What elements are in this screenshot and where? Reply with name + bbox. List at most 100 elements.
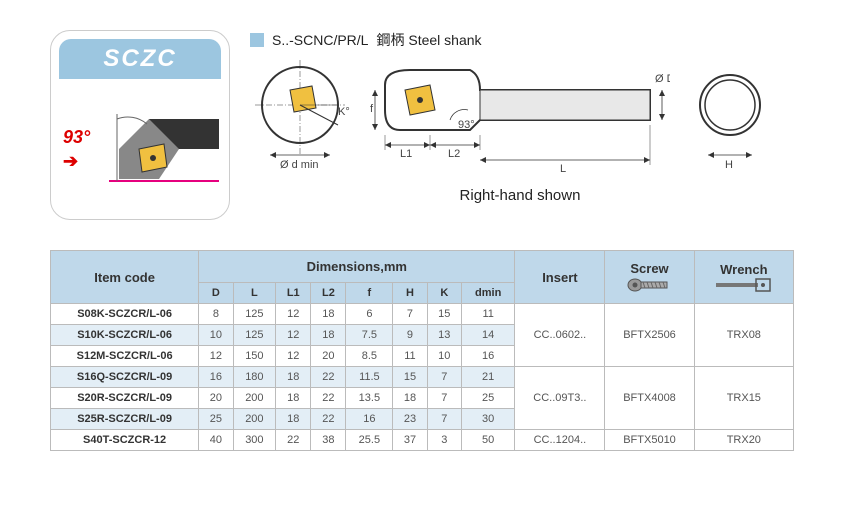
- screw-label: Screw: [611, 261, 687, 276]
- item-code-cell: S08K-SCZCR/L-06: [51, 304, 199, 325]
- dim-cell: 150: [233, 346, 276, 367]
- dim-cell: 50: [461, 430, 514, 451]
- dim-cell: 22: [311, 388, 346, 409]
- dim-cell: 18: [276, 367, 311, 388]
- item-code-cell: S40T-SCZCR-12: [51, 430, 199, 451]
- dim-cell: 125: [233, 304, 276, 325]
- item-code-cell: S16Q-SCZCR/L-09: [51, 367, 199, 388]
- th-f: f: [346, 283, 393, 304]
- insert-cell: CC..1204..: [515, 430, 605, 451]
- insert-cell: CC..0602..: [515, 304, 605, 367]
- dim-cell: 22: [311, 409, 346, 430]
- dim-cell: 13.5: [346, 388, 393, 409]
- spec-table: Item code Dimensions,mm Insert Screw Wre…: [50, 250, 794, 451]
- dim-cell: 8: [199, 304, 233, 325]
- f-label: f: [370, 103, 374, 115]
- dim-cell: 7: [393, 304, 427, 325]
- dim-cell: 22: [276, 430, 311, 451]
- th-item-code: Item code: [51, 251, 199, 304]
- th-L: L: [233, 283, 276, 304]
- th-dmin: dmin: [461, 283, 514, 304]
- th-K: K: [427, 283, 461, 304]
- item-code-cell: S20R-SCZCR/L-09: [51, 388, 199, 409]
- side-view-container: 93° f L1 L2: [370, 60, 670, 204]
- wrenche-cell: TRX20: [694, 430, 793, 451]
- dim-cell: 16: [346, 409, 393, 430]
- dim-cell: 200: [233, 409, 276, 430]
- tool-sketch-icon: [109, 109, 219, 199]
- dim-cell: 30: [461, 409, 514, 430]
- dim-cell: 15: [427, 304, 461, 325]
- dim-cell: 10: [427, 346, 461, 367]
- side-view-icon: 93° f L1 L2: [370, 60, 670, 180]
- screw-cell: BFTX2506: [605, 304, 694, 367]
- diagrams-area: S..-SCNC/PR/L 鋼柄 Steel shank K° Ø d min: [250, 30, 794, 220]
- diagram-header: S..-SCNC/PR/L 鋼柄 Steel shank: [250, 30, 794, 50]
- l-label: L: [560, 163, 566, 175]
- sczc-badge: SCZC: [59, 39, 221, 79]
- dim-cell: 12: [276, 304, 311, 325]
- item-code-cell: S25R-SCZCR/L-09: [51, 409, 199, 430]
- dim-cell: 7: [427, 388, 461, 409]
- dim-cell: 3: [427, 430, 461, 451]
- angle-label: 93°: [63, 127, 90, 148]
- dim-cell: 7: [427, 409, 461, 430]
- insert-cell: CC..09T3..: [515, 367, 605, 430]
- dim-cell: 37: [393, 430, 427, 451]
- th-dimensions: Dimensions,mm: [199, 251, 515, 283]
- front-view-icon: K° Ø d min: [250, 60, 350, 180]
- dim-cell: 300: [233, 430, 276, 451]
- dim-cell: 200: [233, 388, 276, 409]
- dim-cell: 25.5: [346, 430, 393, 451]
- item-code-cell: S10K-SCZCR/L-06: [51, 325, 199, 346]
- th-H: H: [393, 283, 427, 304]
- table-row: S08K-SCZCR/L-0681251218671511CC..0602..B…: [51, 304, 794, 325]
- wrench-label: Wrench: [701, 262, 787, 277]
- dim-cell: 13: [427, 325, 461, 346]
- dim-cell: 20: [311, 346, 346, 367]
- dmin-label: Ø d min: [280, 159, 319, 171]
- dim-cell: 38: [311, 430, 346, 451]
- table-row: S16Q-SCZCR/L-0916180182211.515721CC..09T…: [51, 367, 794, 388]
- wrenche-cell: TRX08: [694, 304, 793, 367]
- dim-cell: 180: [233, 367, 276, 388]
- d-label: Ø D: [655, 73, 670, 85]
- blue-square-icon: [250, 33, 264, 47]
- dim-cell: 7.5: [346, 325, 393, 346]
- dim-cell: 21: [461, 367, 514, 388]
- sczc-diagram: 93° ➔: [59, 79, 221, 209]
- screw-cell: BFTX4008: [605, 367, 694, 430]
- th-insert: Insert: [515, 251, 605, 304]
- dim-cell: 22: [311, 367, 346, 388]
- dim-cell: 9: [393, 325, 427, 346]
- dim-cell: 18: [276, 388, 311, 409]
- th-D: D: [199, 283, 233, 304]
- sczc-box: SCZC 93° ➔: [50, 30, 230, 220]
- dim-cell: 20: [199, 388, 233, 409]
- dim-cell: 11.5: [346, 367, 393, 388]
- dim-cell: 40: [199, 430, 233, 451]
- header-code: S..-SCNC/PR/L: [272, 32, 368, 48]
- dim-cell: 18: [311, 325, 346, 346]
- dim-cell: 12: [276, 325, 311, 346]
- wrench-icon: [714, 277, 774, 293]
- rh-label: Right-hand shown: [370, 187, 670, 204]
- arrow-icon: ➔: [63, 151, 78, 172]
- tech-drawings: K° Ø d min 93°: [250, 60, 794, 204]
- table-row: S40T-SCZCR-1240300223825.537350CC..1204.…: [51, 430, 794, 451]
- dim-cell: 18: [276, 409, 311, 430]
- dim-cell: 12: [276, 346, 311, 367]
- dim-cell: 25: [199, 409, 233, 430]
- dim-cell: 23: [393, 409, 427, 430]
- th-wrench: Wrench: [694, 251, 793, 304]
- screw-cell: BFTX5010: [605, 430, 694, 451]
- top-section: SCZC 93° ➔ S..-SCNC/PR/L 鋼柄 Steel shank: [50, 30, 794, 220]
- header-desc: 鋼柄 Steel shank: [376, 30, 481, 50]
- dim-cell: 25: [461, 388, 514, 409]
- item-code-cell: S12M-SCZCR/L-06: [51, 346, 199, 367]
- end-view-icon: H: [690, 60, 770, 180]
- ang93-label: 93°: [458, 119, 475, 131]
- dim-cell: 8.5: [346, 346, 393, 367]
- th-screw: Screw: [605, 251, 694, 304]
- th-L1: L1: [276, 283, 311, 304]
